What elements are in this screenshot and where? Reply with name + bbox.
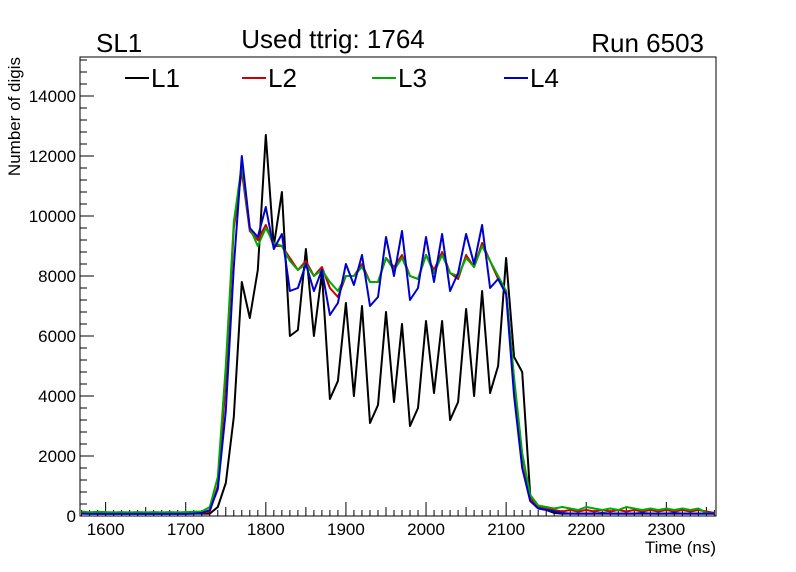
- y-tick-label: 4000: [38, 387, 76, 406]
- header-right-label: Run 6503: [591, 28, 704, 58]
- header-left-label: SL1: [96, 28, 142, 58]
- x-tick-label: 2300: [647, 520, 685, 539]
- x-tick-label: 2200: [567, 520, 605, 539]
- y-tick-label: 6000: [38, 327, 76, 346]
- series-line-l4: [81, 155, 715, 515]
- series-line-l1: [81, 134, 715, 515]
- x-tick-label: 1600: [87, 520, 125, 539]
- y-tick-label: 14000: [29, 87, 76, 106]
- y-tick-label: 8000: [38, 267, 76, 286]
- x-tick-label: 2100: [487, 520, 525, 539]
- legend-label-l1: L1: [151, 63, 180, 93]
- legend-label-l3: L3: [398, 63, 427, 93]
- x-axis-label: Time (ns): [645, 538, 716, 557]
- series-layer: [81, 134, 715, 515]
- series-line-l3: [81, 164, 715, 515]
- y-tick-label: 12000: [29, 147, 76, 166]
- legend-label-l2: L2: [268, 63, 297, 93]
- series-line-l2: [81, 170, 715, 515]
- y-tick-label: 10000: [29, 207, 76, 226]
- plot-frame: [79, 56, 717, 517]
- y-tick-label: 2000: [38, 447, 76, 466]
- x-tick-label: 1700: [167, 520, 205, 539]
- axis-ticks: 1600 1700 1800 1900 2000 2100 2200 2300 0 2000 400…: [29, 59, 715, 539]
- y-axis-label: Number of digis: [5, 57, 24, 176]
- y-tick-label: 0: [67, 507, 76, 526]
- legend: L1 L2 L3 L4: [125, 63, 559, 93]
- x-tick-label: 1900: [327, 520, 365, 539]
- legend-label-l4: L4: [530, 63, 559, 93]
- chart-title: Used ttrig: 1764: [241, 24, 425, 54]
- x-tick-label: 1800: [247, 520, 285, 539]
- x-tick-label: 2000: [407, 520, 445, 539]
